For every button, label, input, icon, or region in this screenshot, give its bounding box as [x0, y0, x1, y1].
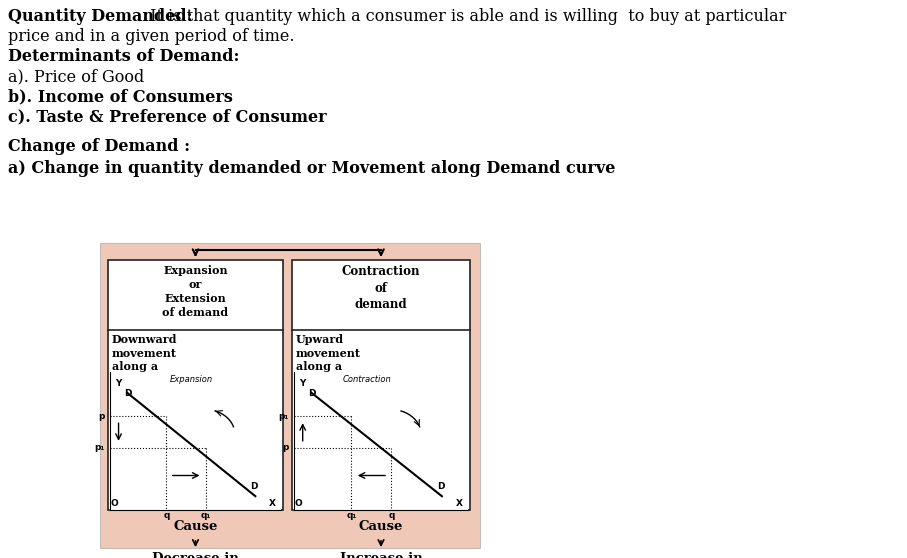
Text: Increase in
Price: Increase in Price: [339, 552, 423, 558]
Text: Upward
movement
along a
demand curve: Upward movement along a demand curve: [296, 334, 385, 386]
Text: Determinants of Demand:: Determinants of Demand:: [8, 48, 239, 65]
Text: Change of Demand :: Change of Demand :: [8, 138, 190, 155]
Text: p₁: p₁: [278, 412, 288, 421]
Bar: [292, 260, 470, 510]
Text: D: D: [250, 482, 258, 491]
Text: q: q: [388, 511, 395, 520]
Text: Y: Y: [115, 379, 122, 388]
Text: p₁: p₁: [94, 444, 105, 453]
Text: It is that quantity which a consumer is able and is willing  to buy at particula: It is that quantity which a consumer is …: [145, 8, 786, 25]
Text: X: X: [456, 499, 463, 508]
Text: q₁: q₁: [346, 511, 356, 520]
Text: D: D: [123, 388, 132, 397]
Bar: [100, 243, 480, 548]
Text: X: X: [269, 499, 276, 508]
Text: Contraction: Contraction: [343, 374, 392, 384]
Text: q: q: [163, 511, 170, 520]
Text: p: p: [99, 412, 105, 421]
Text: Contraction
of
demand: Contraction of demand: [342, 265, 420, 311]
Text: q₁: q₁: [200, 511, 211, 520]
Text: p: p: [282, 444, 288, 453]
Text: b). Income of Consumers: b). Income of Consumers: [8, 88, 233, 105]
Text: c). Taste & Preference of Consumer: c). Taste & Preference of Consumer: [8, 108, 327, 125]
Text: O: O: [111, 499, 119, 508]
Text: Quantity Demanded:: Quantity Demanded:: [8, 8, 192, 25]
Text: Expansion
or
Extension
of demand: Expansion or Extension of demand: [162, 265, 229, 319]
Text: Downward
movement
along a
demand curve: Downward movement along a demand curve: [112, 334, 200, 386]
Text: Cause: Cause: [173, 520, 218, 533]
Bar: [108, 260, 283, 510]
Text: a). Price of Good: a). Price of Good: [8, 68, 144, 85]
Text: O: O: [295, 499, 303, 508]
Text: Cause: Cause: [359, 520, 404, 533]
Text: Expansion: Expansion: [170, 374, 213, 384]
Text: D: D: [307, 388, 316, 397]
Text: Decrease in
Price: Decrease in Price: [152, 552, 239, 558]
Text: price and in a given period of time.: price and in a given period of time.: [8, 28, 295, 45]
Text: D: D: [436, 482, 444, 491]
Text: a) Change in quantity demanded or Movement along Demand curve: a) Change in quantity demanded or Moveme…: [8, 160, 615, 177]
Text: Y: Y: [299, 379, 306, 388]
